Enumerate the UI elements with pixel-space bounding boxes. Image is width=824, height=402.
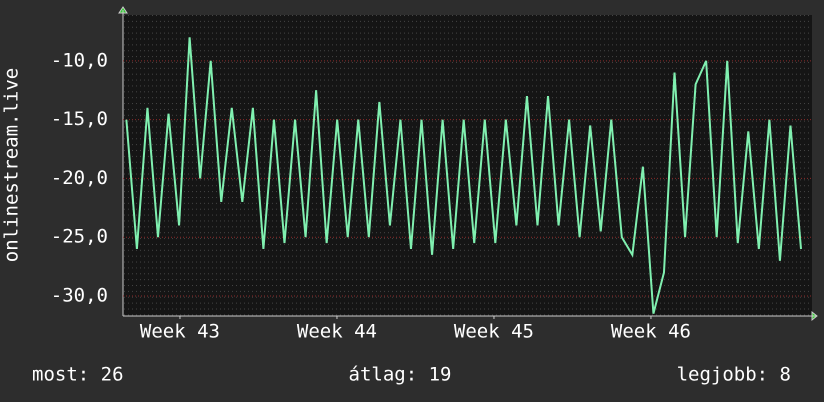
footer-stat: legjobb: 8 <box>677 364 791 386</box>
y-tick-label: -20,0 <box>51 167 108 189</box>
footer-stat: átlag: 19 <box>349 364 452 386</box>
footer-stat: most: 26 <box>32 364 124 386</box>
y-tick-label: -15,0 <box>51 108 108 130</box>
x-tick-label: Week 45 <box>454 321 534 343</box>
x-tick-label: Week 44 <box>297 321 377 343</box>
x-tick-label: Week 46 <box>611 321 691 343</box>
y-tick-label: -25,0 <box>51 226 108 248</box>
y-tick-label: -30,0 <box>51 285 108 307</box>
data-line <box>125 37 803 314</box>
y-axis-label: onlinestream.live <box>1 68 23 262</box>
y-tick-label: -10,0 <box>51 49 108 71</box>
x-tick-label: Week 43 <box>140 321 220 343</box>
x-axis <box>123 310 818 322</box>
